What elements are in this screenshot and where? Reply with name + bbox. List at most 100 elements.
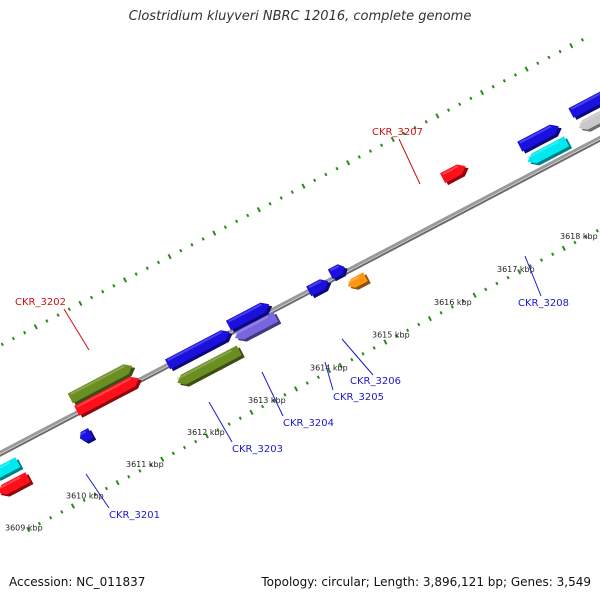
gene-label: CKR_3203 — [232, 444, 283, 455]
lower-tick — [495, 281, 499, 286]
upper-tick — [134, 272, 138, 276]
upper-tick — [89, 295, 94, 300]
upper-tick — [368, 149, 373, 153]
lower-tick — [238, 416, 242, 420]
accession-text: Accession: NC_011837 — [9, 575, 146, 589]
gene-feature — [225, 302, 270, 331]
gene-label-leader — [324, 361, 334, 391]
gene-feature — [177, 345, 242, 385]
gene-feature-highlight — [308, 280, 322, 289]
lower-tick — [573, 240, 577, 245]
lower-tick — [584, 234, 588, 239]
lower-tick — [115, 479, 120, 486]
lower-tick — [305, 381, 309, 385]
gene-label: CKR_3204 — [283, 418, 334, 429]
scale-label: 3609 kbp — [5, 523, 43, 532]
gene-label-leader — [85, 473, 110, 509]
scale-label: 3612 kbp — [187, 428, 225, 437]
gene-feature-highlight — [519, 125, 552, 144]
lower-tick — [372, 346, 376, 350]
gene-feature — [165, 330, 230, 370]
lower-tick — [70, 503, 76, 509]
lower-tick — [439, 310, 443, 315]
gene-feature — [80, 428, 94, 442]
upper-tick — [122, 277, 128, 283]
upper-tick — [390, 136, 395, 143]
gene-label: CKR_3205 — [333, 392, 384, 403]
genome-backbone-shadow — [0, 139, 600, 457]
lower-tick — [60, 510, 64, 514]
lower-tick — [350, 357, 354, 362]
lower-tick — [149, 463, 153, 467]
gene-feature-highlight — [442, 165, 459, 176]
scale-label: 3613 kbp — [248, 396, 286, 405]
lower-tick — [249, 409, 254, 416]
gene-feature — [0, 457, 21, 478]
gene-feature — [440, 164, 466, 184]
gene-feature-highlight — [167, 331, 223, 362]
gene-feature-highlight — [347, 276, 360, 284]
gene-feature-highlight — [76, 377, 132, 408]
gene-feature — [235, 311, 279, 340]
upper-tick — [458, 102, 462, 107]
lower-tick — [194, 439, 198, 444]
upper-tick — [513, 73, 518, 77]
gene-feature-highlight — [0, 461, 11, 469]
upper-tick — [179, 248, 183, 253]
upper-tick — [190, 243, 194, 247]
upper-tick — [524, 66, 529, 72]
gene-label-leader — [208, 401, 233, 443]
upper-tick — [101, 289, 105, 294]
gene-feature-highlight — [228, 303, 262, 323]
lower-tick — [127, 474, 131, 479]
lower-tick — [595, 228, 599, 233]
lower-tick — [517, 269, 522, 275]
lower-tick — [539, 258, 544, 262]
upper-tick — [145, 266, 149, 271]
upper-tick — [78, 300, 83, 307]
lower-tick — [49, 515, 53, 520]
upper-tick — [45, 319, 49, 323]
topology-summary: Topology: circular; Length: 3,896,121 bp… — [261, 575, 591, 589]
upper-tick — [357, 155, 361, 159]
gene-feature-highlight — [69, 365, 125, 396]
gene-feature — [527, 136, 570, 164]
scale-label: 3618 kbp — [560, 232, 598, 241]
gene-feature-highlight — [330, 265, 340, 272]
upper-tick — [279, 196, 283, 200]
gene-feature-highlight — [527, 140, 560, 159]
lower-tick — [82, 498, 86, 502]
scale-label: 3616 kbp — [434, 298, 472, 307]
upper-tick — [346, 160, 351, 166]
upper-tick — [479, 89, 485, 96]
upper-tick — [256, 206, 261, 213]
lower-tick — [138, 469, 142, 473]
lower-tick — [383, 339, 388, 345]
upper-tick — [402, 131, 406, 136]
lower-tick — [104, 486, 109, 491]
lower-tick — [272, 398, 276, 403]
gene-feature — [0, 472, 31, 495]
gene-feature-highlight — [234, 315, 269, 335]
upper-tick — [413, 125, 417, 130]
upper-tick — [212, 230, 217, 236]
lower-tick — [417, 322, 421, 327]
gene-label: CKR_3207 — [372, 127, 423, 138]
lower-tick — [484, 287, 488, 292]
upper-tick — [56, 313, 60, 317]
gene-feature-highlight — [79, 430, 87, 436]
upper-tick — [23, 330, 27, 335]
scale-label: 3610 kbp — [66, 491, 104, 500]
upper-tick — [268, 202, 272, 206]
gene-label: CKR_3202 — [15, 297, 66, 308]
lower-tick — [26, 526, 31, 533]
lower-tick — [160, 456, 165, 462]
upper-tick — [167, 253, 172, 260]
lower-tick — [551, 252, 555, 256]
upper-tick — [469, 96, 473, 101]
upper-tick — [324, 172, 328, 177]
upper-tick — [301, 183, 306, 189]
gene-label-leader — [341, 338, 374, 376]
lower-tick — [182, 445, 187, 450]
